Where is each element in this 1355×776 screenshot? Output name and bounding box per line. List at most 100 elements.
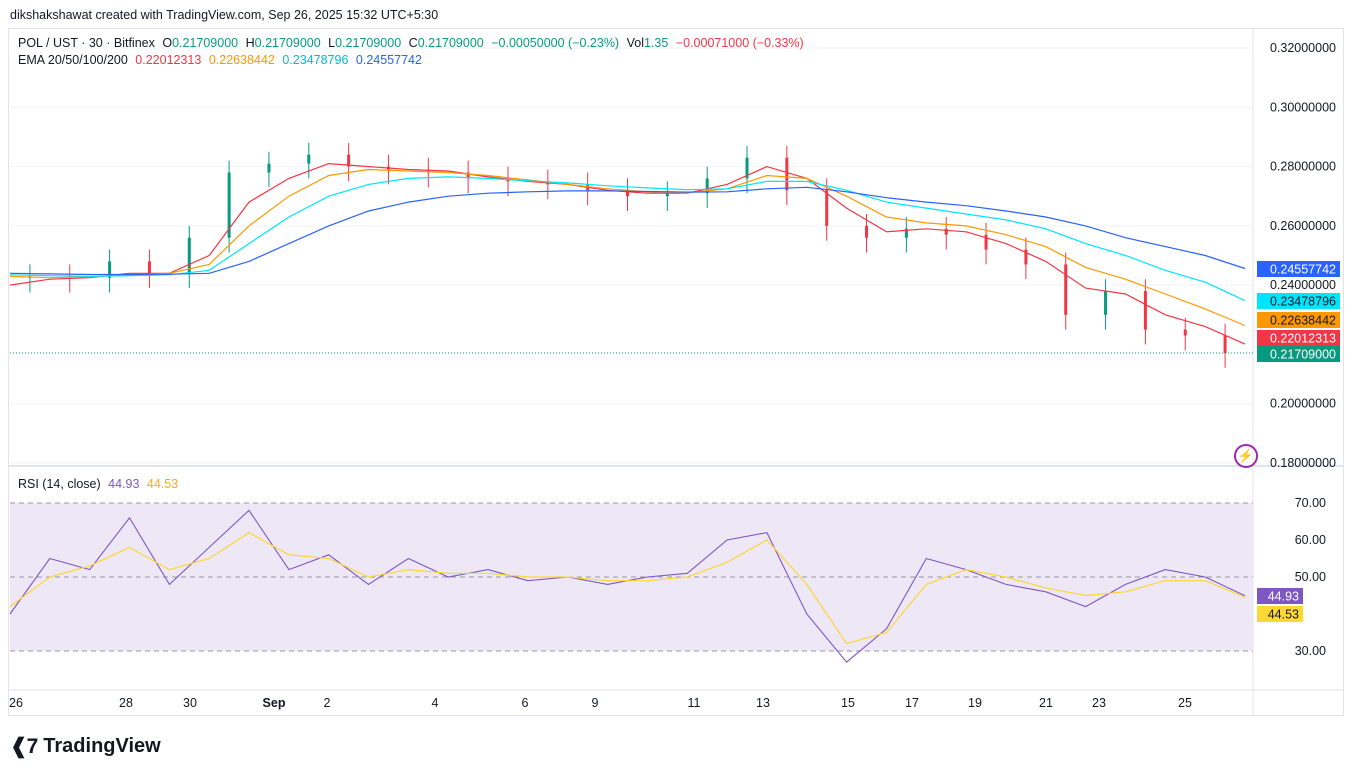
price-tag xyxy=(1257,312,1340,328)
time-tick-label: 9 xyxy=(592,696,599,710)
candle-body xyxy=(1064,264,1068,315)
chart-frame xyxy=(8,28,1344,716)
price-tick-label: 0.20000000 xyxy=(1270,397,1336,411)
candle-body xyxy=(665,193,669,197)
candle-body xyxy=(865,225,869,238)
price-tag-label: 0.22012313 xyxy=(1270,332,1336,346)
rsi-tag-label: 44.53 xyxy=(1268,608,1299,622)
candle-body xyxy=(1104,291,1108,315)
rsi-tag-label: 44.93 xyxy=(1268,590,1299,604)
chart-credit: dikshakshawat created with TradingView.c… xyxy=(10,8,439,22)
candle-body xyxy=(785,157,789,191)
candle-body xyxy=(1183,329,1187,336)
vol-value: 1.35 xyxy=(643,36,669,50)
rsi-tag xyxy=(1257,588,1303,604)
time-tick-label: 30 xyxy=(183,696,197,710)
time-tick-label: Sep xyxy=(263,696,286,710)
candle-body xyxy=(745,157,749,179)
time-tick-label: 19 xyxy=(968,696,982,710)
time-tick-label: 25 xyxy=(1178,696,1192,710)
time-tick-label: 26 xyxy=(9,696,23,710)
rsi-ma-value: 44.53 xyxy=(146,477,179,491)
candle-body xyxy=(267,163,271,173)
time-tick-label: 4 xyxy=(432,696,439,710)
open-value: 0.21709000 xyxy=(172,36,239,50)
open-label: O xyxy=(162,36,173,50)
ema20-value: 0.22012313 xyxy=(135,53,202,67)
candle-body xyxy=(227,172,231,238)
candle-body xyxy=(187,237,191,274)
high-value: 0.21709000 xyxy=(254,36,321,50)
price-tick-label: 0.24000000 xyxy=(1270,278,1336,292)
time-tick-label: 2 xyxy=(324,696,331,710)
price-tick-label: 0.26000000 xyxy=(1270,219,1336,233)
price-tag-label: 0.23478796 xyxy=(1270,295,1336,309)
close-label: C xyxy=(408,36,418,50)
time-tick-label: 28 xyxy=(119,696,133,710)
rsi-tick-label: 30.00 xyxy=(1295,644,1326,658)
candle-body xyxy=(426,169,430,173)
candle-body xyxy=(108,261,112,278)
candle-body xyxy=(466,172,470,179)
low-value: 0.21709000 xyxy=(335,36,402,50)
ema-legend: EMA 20/50/100/200 0.22012313 0.22638442 … xyxy=(18,53,426,67)
candle-body xyxy=(984,234,988,250)
tradingview-logo[interactable]: ❰7 TradingView xyxy=(10,734,161,759)
candle-body xyxy=(1223,335,1227,354)
time-tick-label: 13 xyxy=(756,696,770,710)
candle-body xyxy=(904,228,908,238)
rsi-legend: RSI (14, close) 44.93 44.53 xyxy=(18,477,182,491)
candle-body xyxy=(1024,249,1028,265)
symbol-label[interactable]: POL / UST · 30 · Bitfinex xyxy=(18,36,155,50)
price-tag-label: 0.22638442 xyxy=(1270,314,1336,328)
ema50-value: 0.22638442 xyxy=(208,53,275,67)
price-tick-label: 0.30000000 xyxy=(1270,100,1336,114)
price-tag xyxy=(1257,330,1340,346)
close-value: 0.21709000 xyxy=(417,36,484,50)
candle-body xyxy=(825,190,829,226)
ema200-value: 0.24557742 xyxy=(355,53,422,67)
rsi-tick-label: 70.00 xyxy=(1295,496,1326,510)
time-tick-label: 6 xyxy=(522,696,529,710)
rsi-label[interactable]: RSI (14, close) xyxy=(18,477,101,491)
price-tag-label: 0.21709000 xyxy=(1270,348,1336,362)
time-tick-label: 17 xyxy=(905,696,919,710)
ema-line xyxy=(9,168,1246,327)
candle-body xyxy=(147,261,151,274)
rsi-tick-label: 60.00 xyxy=(1295,533,1326,547)
candle-body xyxy=(1143,291,1147,330)
rsi-tag xyxy=(1257,606,1303,622)
price-legend: POL / UST · 30 · Bitfinex O0.21709000 H0… xyxy=(18,36,808,50)
price-tag xyxy=(1257,346,1340,362)
rsi-ma-line xyxy=(9,531,1246,645)
price-tick-label: 0.18000000 xyxy=(1270,456,1336,470)
ema-line xyxy=(9,176,1246,302)
rsi-value: 44.93 xyxy=(108,477,140,491)
price-tag xyxy=(1257,261,1340,277)
tv-mark-icon: ❰7 xyxy=(10,735,38,758)
candle-body xyxy=(626,190,629,197)
time-tick-label: 15 xyxy=(841,696,855,710)
candle-body xyxy=(347,154,351,167)
candle-body xyxy=(944,228,948,235)
change-value: −0.00050000 (−0.23%) xyxy=(491,36,620,50)
rsi-tick-label: 50.00 xyxy=(1295,570,1326,584)
ema-line xyxy=(9,186,1246,276)
low-label: L xyxy=(328,36,336,50)
price-tick-label: 0.28000000 xyxy=(1270,160,1336,174)
vol-change-value: −0.00071000 (−0.33%) xyxy=(675,36,804,50)
ema-label[interactable]: EMA 20/50/100/200 xyxy=(18,53,128,67)
time-tick-label: 23 xyxy=(1092,696,1106,710)
time-tick-label: 11 xyxy=(688,696,701,710)
vol-label: Vol xyxy=(626,36,644,50)
candle-body xyxy=(307,154,311,164)
price-tag xyxy=(1257,293,1340,309)
time-tick-label: 21 xyxy=(1039,696,1053,710)
lightning-icon[interactable]: ⚡ xyxy=(1234,444,1258,468)
ema100-value: 0.23478796 xyxy=(282,53,349,67)
price-tag-label: 0.24557742 xyxy=(1270,263,1336,277)
brand-name: TradingView xyxy=(43,735,161,757)
candle-body xyxy=(705,178,709,194)
price-tick-label: 0.32000000 xyxy=(1270,41,1336,55)
